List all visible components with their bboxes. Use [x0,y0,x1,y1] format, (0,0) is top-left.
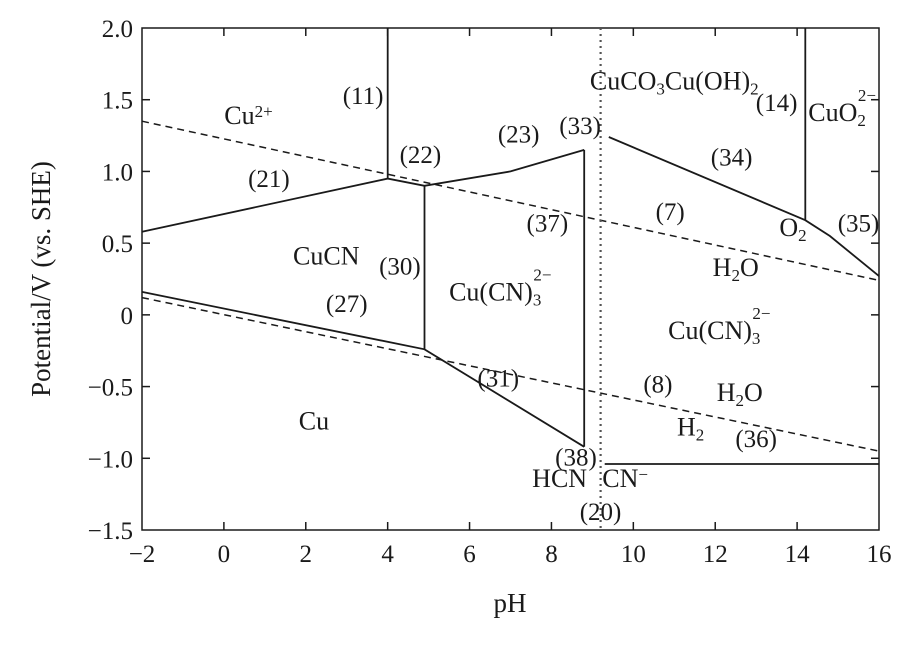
equation-labels: (11) (14) (21) (22) (23) (33) (34) (7) (35) (30) (… [248,83,879,526]
region-label-o2: O2 [779,213,806,245]
x-tick-label: 12 [703,541,728,568]
subscript-text: 3 [656,80,665,99]
equation-number-label: (34) [711,145,753,172]
equation-number-label: (8) [643,371,672,398]
y-tick-label: 0 [121,303,134,330]
subscript-text: 2 [857,112,866,131]
label-text: H [677,412,696,441]
subscript-text: 2 [736,391,745,410]
label-text: Cu [299,407,329,436]
region-label-cuo2: CuO2 2− [808,86,876,130]
label-text: O [740,253,759,282]
equation-number-label: (22) [400,142,442,169]
label-text: Cu(CN) [668,316,752,345]
y-tick-label: −1.5 [88,518,133,545]
superscript-text: 2− [533,266,551,285]
y-tick-label: −0.5 [88,375,133,402]
equation-number-label: (30) [379,254,421,281]
label-text: Cu(OH) [665,67,750,96]
label-text: Cu [224,101,254,130]
region-labels: Cu2+CuCO3Cu(OH)2CuO22−CuCNCu(CN)32−Cu(CN… [224,67,876,493]
equation-number-label: (38) [555,444,597,471]
subscript-text: 3 [533,291,542,310]
y-tick-label: 1.0 [102,159,133,186]
x-tick-label: 10 [621,541,646,568]
x-tick-label: 6 [463,541,476,568]
equation-number-label: (21) [248,166,290,193]
region-label-cucn3_right: Cu(CN)3 2− [668,304,770,348]
x-tick-label: 14 [785,541,811,568]
equation-number-label: (7) [656,199,685,226]
y-tick-label: 0.5 [102,231,133,258]
superscript-text: − [638,465,648,484]
y-tick-label: 1.5 [102,88,133,115]
phase-boundaries [141,28,880,530]
dashed-boundary-line [141,296,880,452]
x-tick-label: 16 [867,541,892,568]
x-axis: −2 0 2 4 6 8 10 12 14 16 [129,28,892,568]
x-tick-label: −2 [129,541,156,568]
equation-number-label: (35) [838,211,880,238]
subscript-text: 3 [752,330,761,349]
x-tick-label: 8 [545,541,558,568]
equation-number-label: (23) [498,122,540,149]
y-axis: 2.0 1.5 1.0 0.5 0 −0.5 −1.0 −1.5 [88,16,879,545]
y-axis-title: Potential/V (vs. SHE) [26,161,56,397]
region-label-cnminus: CN− [602,464,648,493]
label-text: CuCO [590,67,656,96]
region-label-hcn: HCN [532,464,587,493]
label-text: CuCN [293,242,360,271]
region-label-h2: H2 [677,412,704,444]
equation-number-label: (14) [756,90,798,117]
equation-number-label: (20) [580,499,622,526]
superscript-text: 2− [858,86,876,105]
label-text: Cu(CN) [449,278,533,307]
label-text: H [717,378,736,407]
region-label-cu: Cu [299,407,329,436]
region-label-cuco3: CuCO3Cu(OH)2 [590,67,759,99]
region-label-cucn: CuCN [293,242,360,271]
x-tick-label: 2 [300,541,313,568]
region-label-cucn3_left: Cu(CN)3 2− [449,266,551,310]
label-text: HCN [532,464,587,493]
equation-number-label: (31) [477,366,519,393]
x-tick-label: 4 [381,541,394,568]
label-text: O [744,378,763,407]
y-tick-label: −1.0 [88,446,133,473]
dashed-boundary-line [141,120,880,282]
equation-number-label: (37) [527,211,569,238]
plot-area [141,27,880,531]
label-text: CN [602,464,638,493]
equation-number-label: (33) [559,113,601,140]
solid-boundary-line [608,136,880,277]
label-text: H [713,253,732,282]
equation-number-label: (27) [326,291,368,318]
subscript-text: 2 [750,80,759,99]
solid-boundary-line [141,149,585,233]
subscript-text: 2 [696,426,705,445]
superscript-text: 2+ [255,102,273,121]
region-label-h2o_lower: H2O [717,378,763,410]
region-label-cu2plus: Cu2+ [224,101,272,130]
x-tick-label: 0 [218,541,231,568]
region-label-h2o_upper: H2O [713,253,759,285]
label-text: O [779,213,798,242]
y-tick-label: 2.0 [102,16,133,43]
superscript-text: 2− [752,304,770,323]
x-axis-title: pH [494,588,527,618]
equation-number-label: (36) [735,426,777,453]
label-text: CuO [808,98,857,127]
subscript-text: 2 [798,226,807,245]
subscript-text: 2 [731,267,740,286]
equation-number-label: (11) [343,83,384,110]
